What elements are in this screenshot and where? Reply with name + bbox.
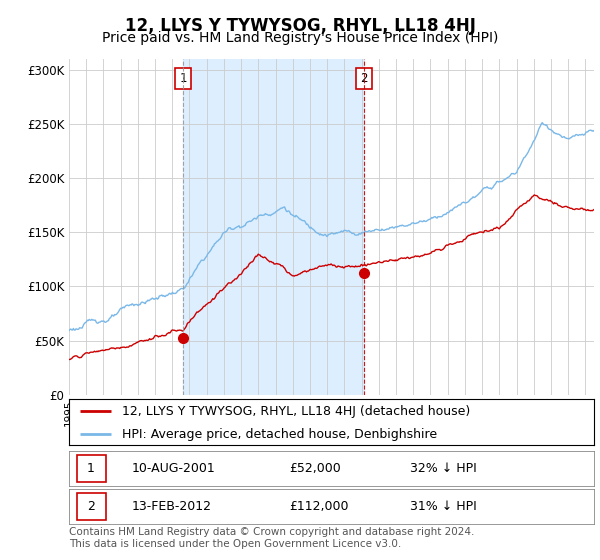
Text: 2: 2 [360, 72, 368, 85]
Text: HPI: Average price, detached house, Denbighshire: HPI: Average price, detached house, Denb… [121, 428, 437, 441]
Text: 12, LLYS Y TYWYSOG, RHYL, LL18 4HJ: 12, LLYS Y TYWYSOG, RHYL, LL18 4HJ [125, 17, 475, 35]
Text: Contains HM Land Registry data © Crown copyright and database right 2024.
This d: Contains HM Land Registry data © Crown c… [69, 527, 475, 549]
FancyBboxPatch shape [77, 455, 106, 482]
Text: 1: 1 [179, 72, 187, 85]
Text: 10-AUG-2001: 10-AUG-2001 [132, 462, 216, 475]
Text: 1: 1 [87, 462, 95, 475]
Text: 12, LLYS Y TYWYSOG, RHYL, LL18 4HJ (detached house): 12, LLYS Y TYWYSOG, RHYL, LL18 4HJ (deta… [121, 405, 470, 418]
FancyBboxPatch shape [77, 493, 106, 520]
Text: 31% ↓ HPI: 31% ↓ HPI [410, 500, 477, 513]
Text: 13-FEB-2012: 13-FEB-2012 [132, 500, 212, 513]
Text: 2: 2 [87, 500, 95, 513]
Text: £52,000: £52,000 [290, 462, 341, 475]
Text: 32% ↓ HPI: 32% ↓ HPI [410, 462, 477, 475]
Bar [183, 59, 364, 395]
Text: Price paid vs. HM Land Registry's House Price Index (HPI): Price paid vs. HM Land Registry's House … [102, 31, 498, 45]
Text: £112,000: £112,000 [290, 500, 349, 513]
